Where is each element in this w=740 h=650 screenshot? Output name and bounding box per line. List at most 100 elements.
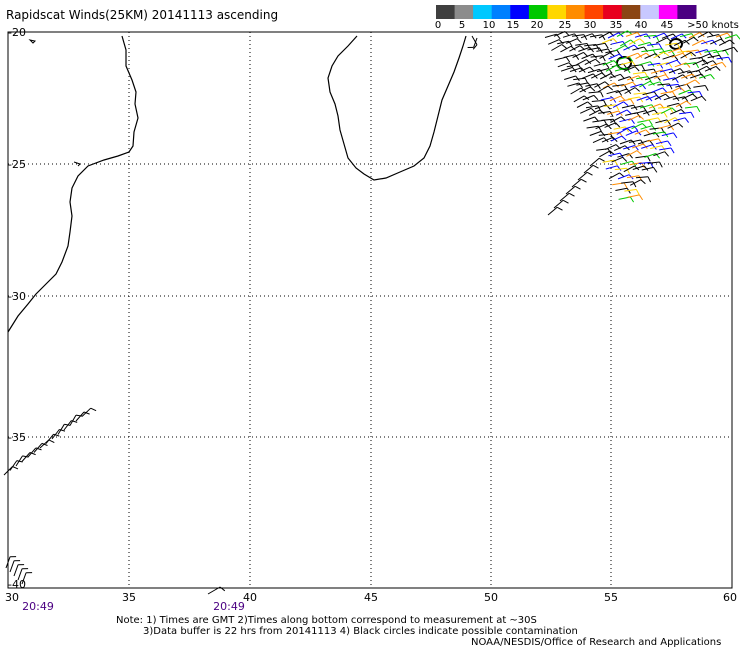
- wind-barb-feather: [715, 66, 721, 71]
- wind-barb-feather: [578, 64, 583, 71]
- wind-barb: [602, 159, 615, 163]
- legend-swatch: [677, 5, 697, 19]
- lat-label-20: -20: [8, 26, 26, 39]
- wind-barb: [643, 132, 656, 137]
- wind-barb: [69, 414, 77, 426]
- wind-barbs: [3, 30, 740, 595]
- wind-barb-feather: [678, 122, 684, 128]
- wind-barb: [622, 125, 635, 131]
- legend-swatch: [658, 5, 678, 19]
- wind-barb: [627, 96, 640, 100]
- wind-barb: [669, 87, 681, 94]
- wind-barb-feather: [626, 109, 632, 115]
- lon-label-35: 35: [122, 591, 136, 604]
- wind-barb-feather: [638, 115, 644, 120]
- wind-barb: [630, 105, 643, 109]
- wind-barb: [589, 157, 600, 167]
- wind-barb-feather: [634, 145, 639, 151]
- wind-barb: [613, 126, 626, 130]
- wind-barb: [624, 188, 637, 192]
- wind-barb: [617, 153, 629, 158]
- map-title: Rapidscat Winds(25KM) 20141113 ascending: [6, 8, 279, 22]
- wind-barb-feather: [35, 447, 42, 451]
- wind-barb: [630, 83, 643, 88]
- wind-barb: [677, 70, 690, 75]
- wind-barb: [710, 61, 723, 67]
- wind-barb-feather: [669, 125, 675, 131]
- wind-barb-feather: [651, 104, 656, 110]
- wind-barb: [27, 447, 37, 458]
- wind-barb-feather: [599, 109, 605, 115]
- lat-label-35: -35: [8, 431, 26, 444]
- legend-label: 5: [458, 20, 466, 31]
- wind-barb-feather: [670, 147, 675, 154]
- wind-barb-feather: [646, 155, 651, 162]
- wind-barb: [611, 41, 624, 45]
- wind-barb-feather: [630, 118, 635, 124]
- wind-barb: [33, 443, 43, 453]
- wind-barb: [647, 161, 660, 164]
- wind-barb: [626, 175, 639, 179]
- wind-barb: [580, 33, 593, 39]
- wind-barb-feather: [664, 151, 669, 157]
- wind-barb: [578, 66, 591, 73]
- wind-barb: [665, 59, 678, 65]
- wind-barb: [724, 34, 737, 39]
- wind-barb: [609, 95, 622, 102]
- legend-swatch: [473, 5, 493, 19]
- wind-barb: [606, 90, 619, 95]
- wind-barb: [471, 35, 478, 45]
- wind-barb: [634, 33, 647, 38]
- wind-barb-feather: [666, 37, 672, 43]
- wind-barb-feather: [612, 97, 617, 103]
- wind-barb: [647, 43, 660, 46]
- wind-barb-feather: [583, 95, 590, 100]
- wind-barb: [655, 140, 668, 145]
- wind-barb-feather: [627, 30, 633, 35]
- wind-barb: [686, 49, 699, 53]
- wind-barb: [604, 122, 616, 128]
- wind-barb: [680, 51, 692, 59]
- wind-barb: [615, 187, 628, 191]
- wind-barb-feather: [59, 429, 66, 432]
- wind-barb-feather: [645, 129, 651, 135]
- wind-barb-feather: [612, 118, 617, 125]
- legend-label: 40: [634, 20, 648, 31]
- wind-barb: [671, 74, 684, 81]
- wind-barb-feather: [561, 44, 567, 49]
- wind-barb-feather: [643, 143, 648, 149]
- wind-barb: [565, 185, 576, 195]
- wind-barb-feather: [733, 46, 738, 53]
- wind-barb: [656, 62, 669, 67]
- wind-barb: [650, 48, 663, 51]
- wind-barb: [603, 82, 615, 89]
- wind-barb-feather: [601, 34, 606, 41]
- wind-barb: [576, 82, 589, 86]
- wind-barb: [560, 45, 572, 53]
- wind-barb-feather: [48, 439, 55, 444]
- wind-barb-feather: [656, 75, 661, 81]
- wind-barb: [557, 62, 570, 68]
- wind-barb: [583, 164, 594, 174]
- wind-barb: [706, 34, 719, 38]
- wind-barb-feather: [580, 178, 587, 183]
- wind-barb: [609, 73, 621, 79]
- wind-barb-feather: [663, 51, 670, 57]
- wind-barb: [652, 131, 665, 135]
- time-label-2: 20:49: [213, 600, 245, 613]
- wind-barb: [610, 135, 623, 142]
- wind-barb: [578, 46, 590, 52]
- wind-barb: [576, 101, 588, 108]
- wind-barb-feather: [634, 66, 640, 72]
- wind-barb: [585, 83, 598, 87]
- wind-barb: [625, 32, 638, 37]
- wind-barb: [665, 42, 678, 46]
- legend-swatch: [510, 5, 530, 19]
- wind-barb: [15, 455, 23, 467]
- wind-barb: [638, 161, 651, 164]
- wind-barb: [586, 125, 599, 129]
- wind-barb: [660, 107, 673, 114]
- wind-barb: [544, 33, 557, 38]
- wind-barb: [663, 77, 676, 81]
- wind-barb: [692, 59, 704, 66]
